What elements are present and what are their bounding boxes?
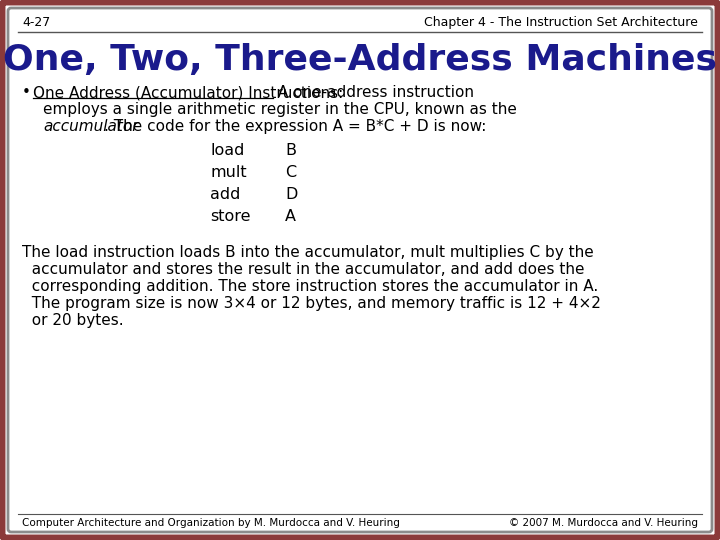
Text: D: D	[285, 187, 297, 202]
Text: load: load	[210, 143, 244, 158]
Text: Computer Architecture and Organization by M. Murdocca and V. Heuring: Computer Architecture and Organization b…	[22, 518, 400, 528]
Text: One, Two, Three-Address Machines: One, Two, Three-Address Machines	[3, 43, 717, 77]
Text: Chapter 4 - The Instruction Set Architecture: Chapter 4 - The Instruction Set Architec…	[424, 16, 698, 29]
Text: accumulator: accumulator	[43, 119, 138, 134]
Text: A one-address instruction: A one-address instruction	[273, 85, 474, 100]
Text: add: add	[210, 187, 240, 202]
Text: •: •	[22, 85, 31, 100]
Text: The load instruction loads B into the accumulator, mult multiplies C by the: The load instruction loads B into the ac…	[22, 245, 594, 260]
Text: C: C	[285, 165, 296, 180]
Text: © 2007 M. Murdocca and V. Heuring: © 2007 M. Murdocca and V. Heuring	[509, 518, 698, 528]
Text: A: A	[285, 209, 296, 224]
Text: B: B	[285, 143, 296, 158]
Text: mult: mult	[210, 165, 247, 180]
Text: 4-27: 4-27	[22, 16, 50, 29]
Text: corresponding addition. The store instruction stores the accumulator in A.: corresponding addition. The store instru…	[22, 279, 598, 294]
Text: or 20 bytes.: or 20 bytes.	[22, 313, 124, 328]
Text: . The code for the expression A = B*C + D is now:: . The code for the expression A = B*C + …	[104, 119, 487, 134]
Text: employs a single arithmetic register in the CPU, known as the: employs a single arithmetic register in …	[43, 102, 517, 117]
FancyBboxPatch shape	[8, 8, 712, 532]
Text: One Address (Accumulator) Instructions:: One Address (Accumulator) Instructions:	[33, 85, 343, 100]
Text: The program size is now 3×4 or 12 bytes, and memory traffic is 12 + 4×2: The program size is now 3×4 or 12 bytes,…	[22, 296, 601, 311]
Text: accumulator and stores the result in the accumulator, and add does the: accumulator and stores the result in the…	[22, 262, 585, 277]
Text: store: store	[210, 209, 251, 224]
